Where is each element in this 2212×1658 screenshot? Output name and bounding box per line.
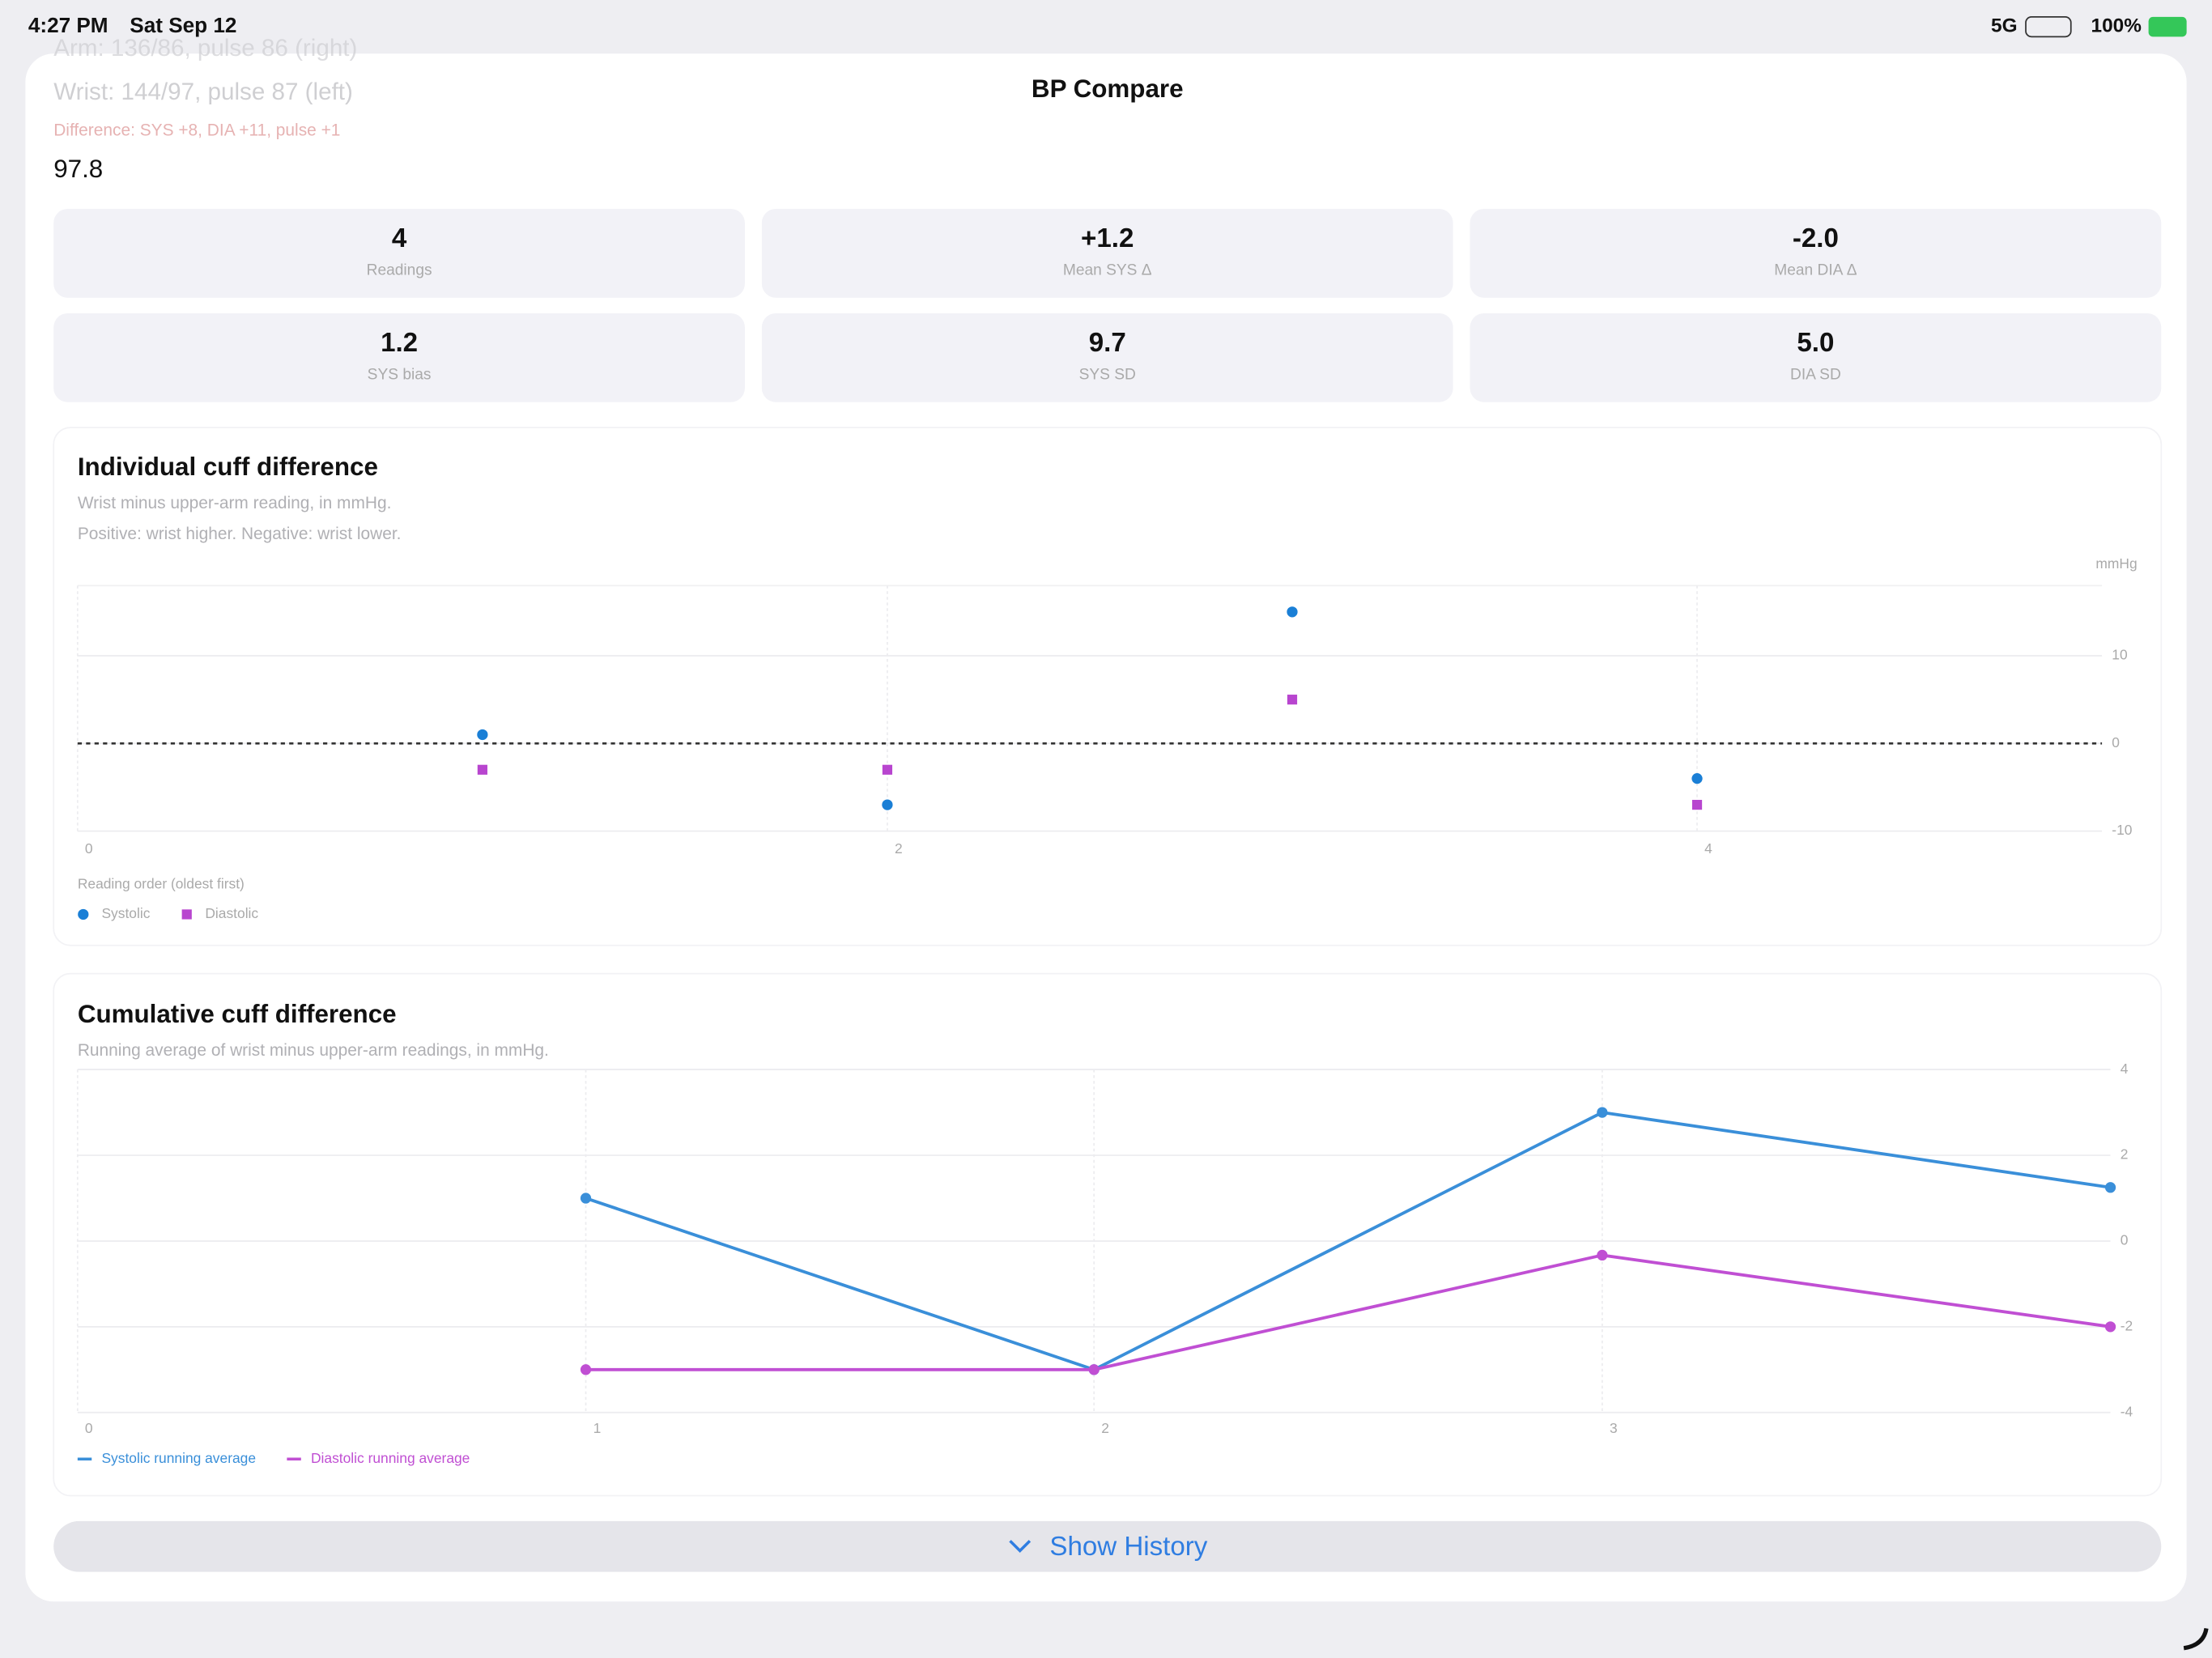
chart-subtitle: Running average of wrist minus upper-arm…	[78, 1041, 549, 1060]
legend-label: Diastolic	[205, 905, 258, 921]
y-tick-label: 4	[2121, 1061, 2129, 1077]
battery-icon	[2148, 16, 2187, 37]
legend-swatch	[181, 909, 192, 920]
stat-label: SYS bias	[368, 367, 432, 384]
header-line: Difference: SYS +8, DIA +11, pulse +1	[53, 121, 340, 140]
point	[1287, 695, 1298, 705]
chart-title: Cumulative cuff difference	[78, 1000, 397, 1028]
stat-value: 1.2	[381, 328, 418, 358]
x-tick-label: 1	[593, 1420, 602, 1436]
header-line: Arm: 136/86, pulse 86 (right)	[53, 35, 357, 62]
point	[580, 1192, 592, 1204]
point	[477, 764, 487, 775]
y-tick-label: -4	[2121, 1403, 2133, 1419]
point	[2104, 1321, 2116, 1333]
point	[882, 799, 893, 810]
x-tick-label: 3	[1610, 1420, 1618, 1436]
stat-card	[761, 208, 1453, 298]
y-tick-label: 10	[2112, 647, 2127, 663]
button-background[interactable]	[53, 1520, 2162, 1572]
nav-title: BP Compare	[1032, 74, 1184, 103]
stat-card	[53, 208, 745, 298]
stat-label: Readings	[367, 262, 432, 279]
button-label[interactable]: Show History	[1049, 1532, 1207, 1562]
status-time: 4:27 PM	[28, 13, 108, 37]
y-tick-label: 0	[2112, 734, 2120, 750]
chart-card	[53, 427, 2163, 946]
x-tick-label: 2	[895, 840, 903, 857]
series-line	[585, 1111, 2111, 1371]
legend-label: Diastolic running average	[311, 1450, 470, 1466]
y-tick-label: 2	[2121, 1146, 2129, 1163]
stat-value: -2.0	[1793, 223, 1839, 253]
stat-value: 9.7	[1089, 328, 1126, 358]
stat-card	[761, 312, 1453, 402]
stat-label: Mean SYS Δ	[1063, 262, 1152, 279]
y-tick-label: -2	[2121, 1317, 2133, 1333]
y-tick-label: -10	[2112, 822, 2132, 838]
status-date: Sat Sep 12	[130, 13, 236, 37]
point	[1088, 1364, 1100, 1375]
series-line	[585, 1253, 2111, 1371]
point	[1691, 773, 1703, 784]
chart-subtitle: Wrist minus upper-arm reading, in mmHg.	[78, 494, 392, 512]
stat-value: 4	[392, 223, 407, 253]
x-tick-label: 2	[1101, 1420, 1109, 1436]
header-value: 97.8	[53, 155, 103, 183]
legend-label: Systolic running average	[101, 1450, 256, 1466]
stat-label: Mean DIA Δ	[1774, 262, 1857, 279]
point	[2104, 1182, 2116, 1193]
vpn-icon	[2025, 16, 2072, 38]
point	[580, 1364, 592, 1375]
x-tick-label: 0	[85, 1420, 93, 1436]
stat-value: 5.0	[1797, 328, 1834, 358]
point	[1287, 606, 1298, 618]
y-tick-label: 0	[2121, 1232, 2129, 1248]
stat-card	[1470, 312, 2162, 402]
point	[477, 729, 488, 741]
point	[1691, 800, 1703, 810]
y-unit: mmHg	[2095, 555, 2137, 572]
header-line: Wrist: 144/97, pulse 87 (left)	[53, 79, 353, 105]
point	[1597, 1107, 1608, 1118]
stat-label: DIA SD	[1790, 367, 1841, 384]
chart-subtitle: Positive: wrist higher. Negative: wrist …	[78, 525, 402, 543]
resize-handle	[2183, 1627, 2209, 1651]
stat-value: +1.2	[1081, 223, 1134, 253]
chart-card	[53, 972, 2163, 1497]
show-history-button[interactable]: Show History	[53, 1520, 2162, 1572]
legend-swatch	[78, 908, 89, 920]
x-tick-label: 4	[1704, 840, 1712, 857]
stat-card	[1470, 208, 2162, 298]
stat-label: SYS SD	[1079, 367, 1136, 384]
status-battery: 100%	[2091, 15, 2142, 37]
chart-title: Individual cuff difference	[78, 453, 378, 481]
point	[882, 764, 893, 775]
legend-label: Systolic	[101, 905, 150, 921]
stat-card	[53, 312, 745, 402]
x-tick-label: 0	[85, 840, 93, 857]
chevron-icon[interactable]	[1009, 1540, 1032, 1553]
x-axis-label: Reading order (oldest first)	[78, 875, 245, 891]
point	[1597, 1249, 1608, 1261]
status-network: 5G	[1991, 15, 2018, 37]
